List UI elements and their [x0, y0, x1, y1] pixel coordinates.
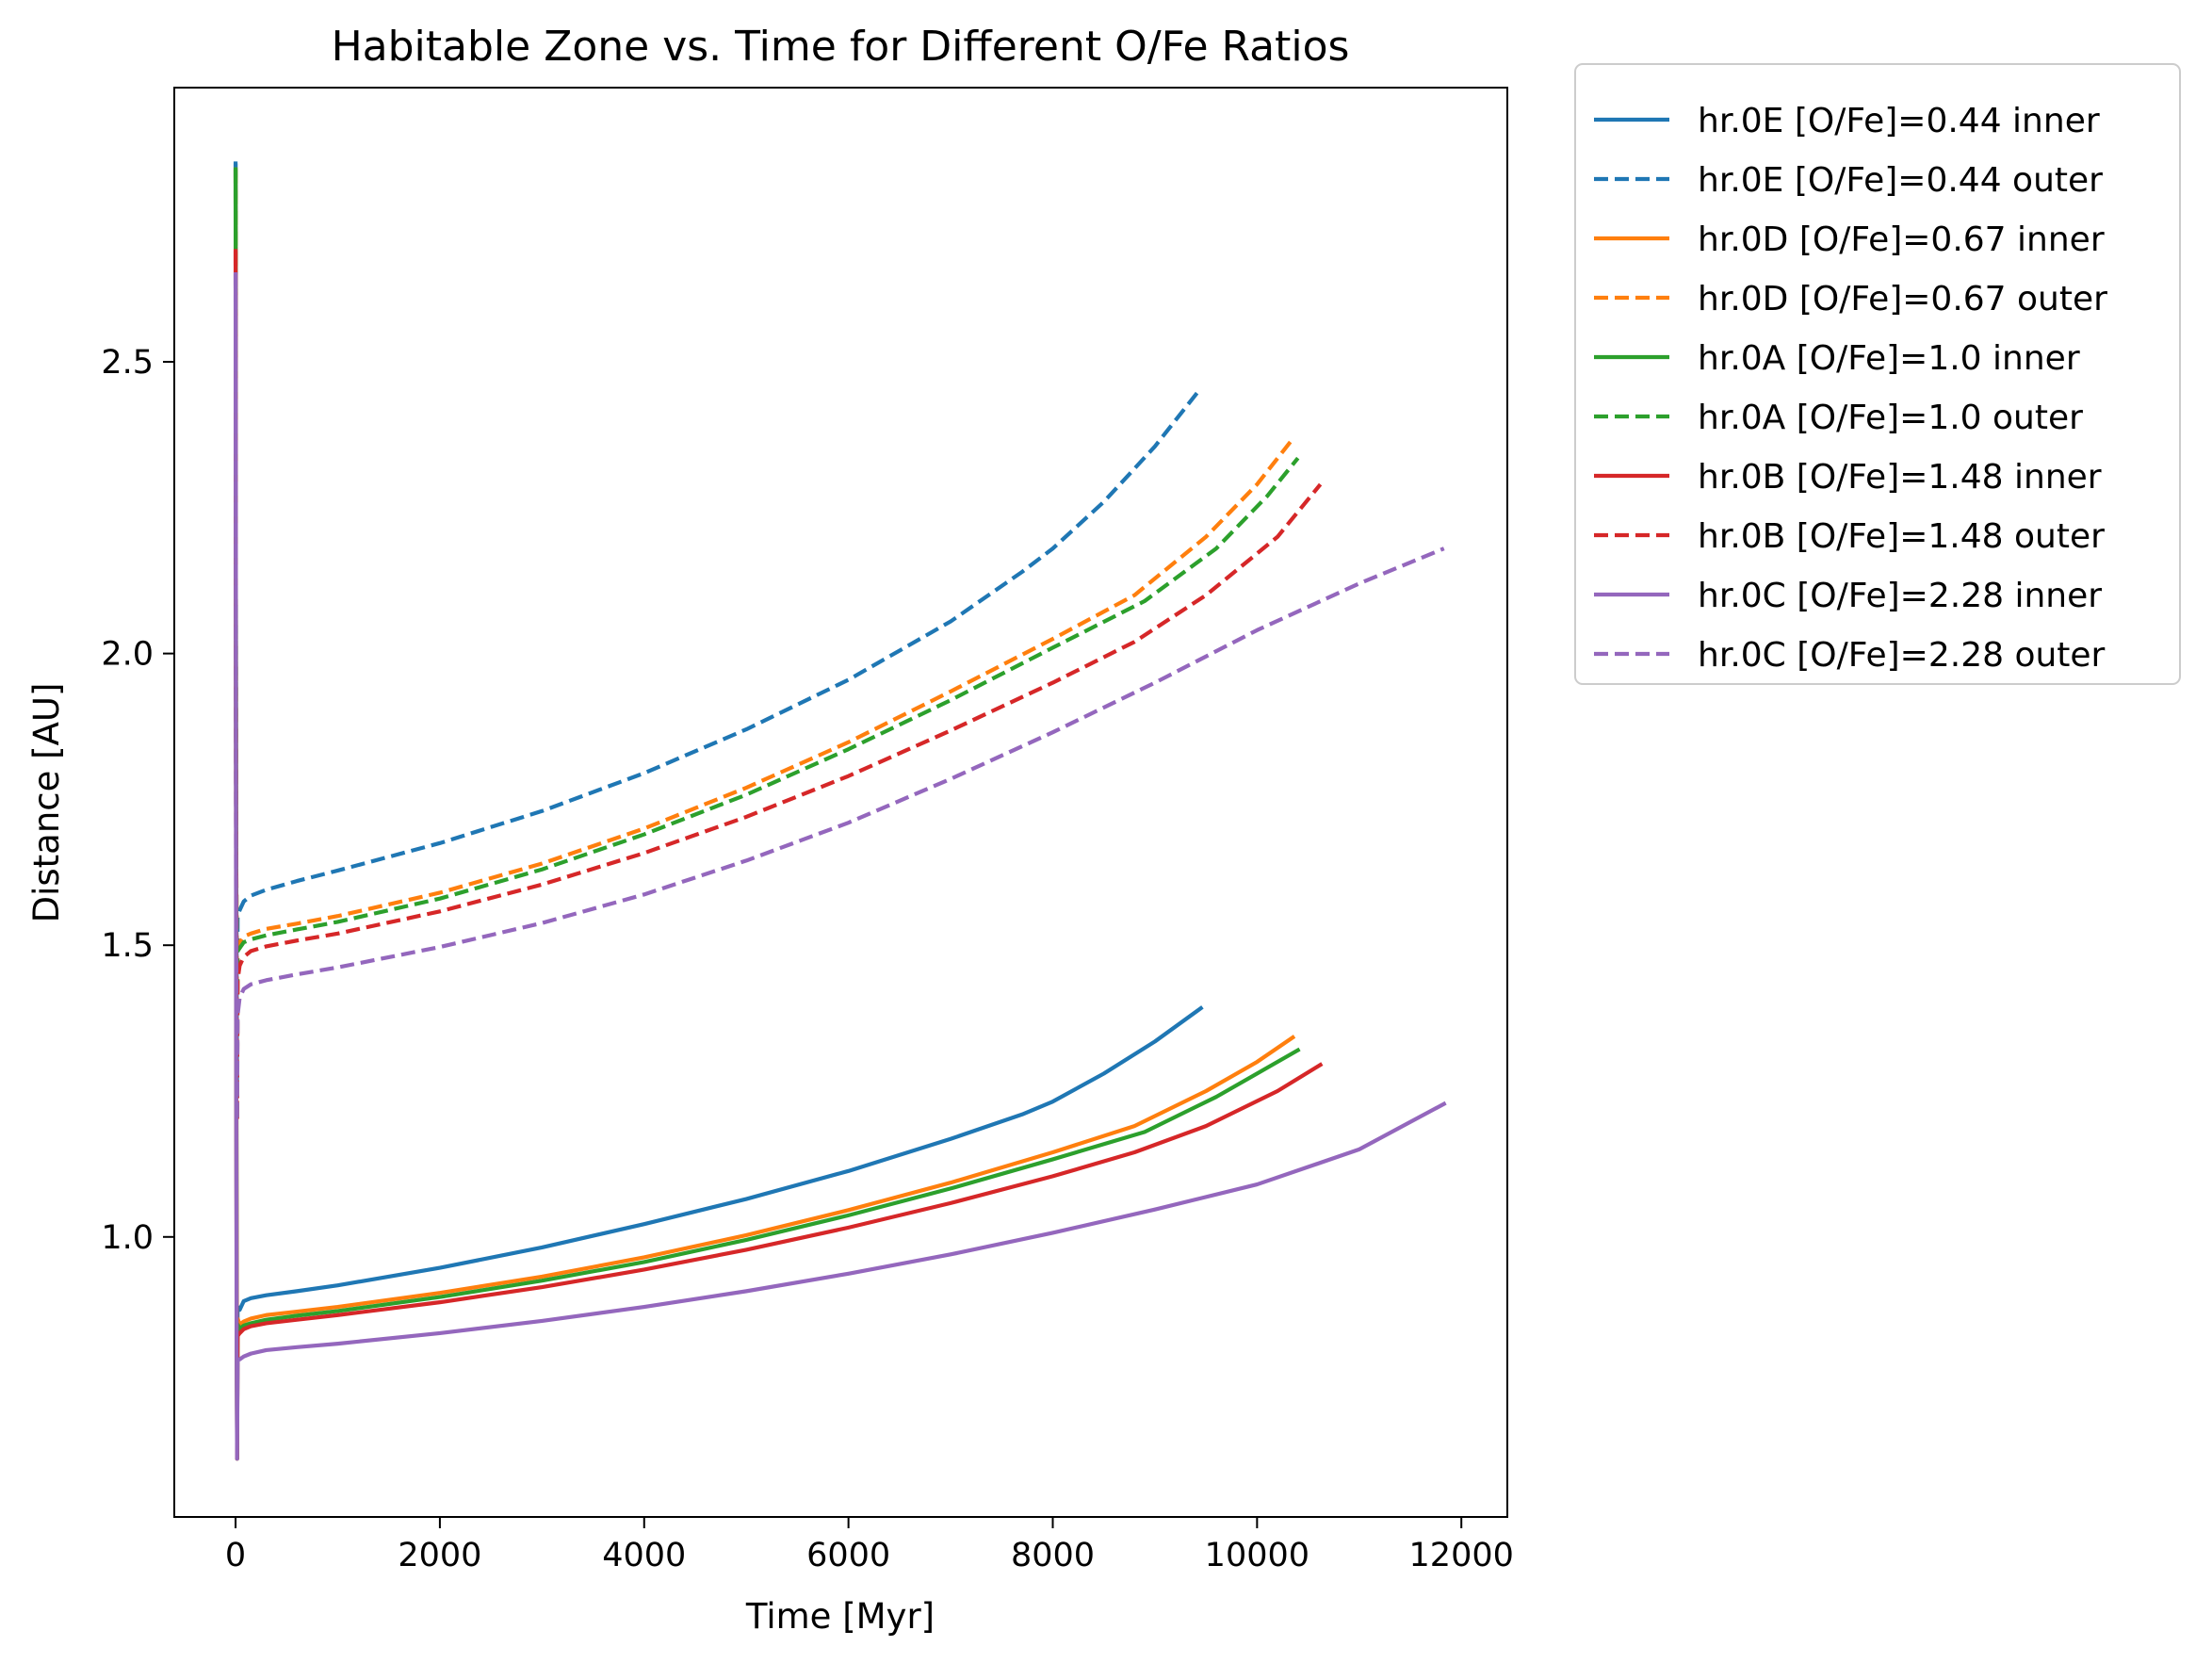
legend-label: hr.0B [O/Fe]=1.48 outer [1698, 517, 2105, 556]
legend-label: hr.0A [O/Fe]=1.0 outer [1698, 399, 2083, 437]
y-axis-label: Distance [AU] [26, 683, 67, 923]
legend-label: hr.0B [O/Fe]=1.48 inner [1698, 458, 2102, 497]
series-line-0 [233, 161, 1204, 1461]
y-tick-label: 1.0 [101, 1219, 154, 1257]
series-line-1 [233, 163, 1203, 1100]
legend-box [1574, 63, 2181, 685]
plot-area [233, 161, 1447, 1461]
chart-title: Habitable Zone vs. Time for Different O/… [332, 23, 1350, 71]
y-axis: 1.0 1.5 2.0 2.5 [101, 344, 174, 1257]
legend-label: hr.0D [O/Fe]=0.67 inner [1698, 220, 2105, 259]
plot-frame [173, 87, 1508, 1518]
legend-label: hr.0A [O/Fe]=1.0 inner [1698, 339, 2080, 378]
x-tick-label: 10000 [1205, 1537, 1309, 1574]
x-tick-label: 12000 [1409, 1537, 1514, 1574]
legend-label: hr.0C [O/Fe]=2.28 outer [1698, 636, 2106, 675]
legend-label: hr.0E [O/Fe]=0.44 inner [1698, 102, 2100, 140]
y-tick-label: 1.5 [101, 927, 154, 965]
series-line-2 [233, 167, 1296, 1461]
legend-label: hr.0E [O/Fe]=0.44 outer [1698, 161, 2103, 200]
series-line-9 [233, 274, 1445, 1123]
x-tick-label: 2000 [398, 1537, 481, 1574]
x-tick-label: 0 [225, 1537, 246, 1574]
x-tick-label: 4000 [602, 1537, 686, 1574]
y-tick-label: 2.0 [101, 636, 154, 674]
x-tick-label: 8000 [1011, 1537, 1095, 1574]
series-line-7 [233, 251, 1323, 1123]
legend: hr.0E [O/Fe]=0.44 inner hr.0E [O/Fe]=0.44… [1574, 63, 2181, 685]
series-line-3 [233, 169, 1294, 1123]
y-tick-label: 2.5 [101, 344, 154, 382]
series-line-4 [233, 167, 1301, 1461]
series-line-5 [233, 169, 1300, 1123]
x-axis: 0 2000 4000 6000 8000 10000 12000 [225, 1517, 1514, 1574]
legend-label: hr.0D [O/Fe]=0.67 outer [1698, 280, 2107, 318]
x-tick-label: 6000 [806, 1537, 890, 1574]
x-axis-label: Time [Myr] [745, 1596, 935, 1637]
series-line-8 [233, 272, 1447, 1461]
legend-label: hr.0C [O/Fe]=2.28 inner [1698, 577, 2102, 615]
